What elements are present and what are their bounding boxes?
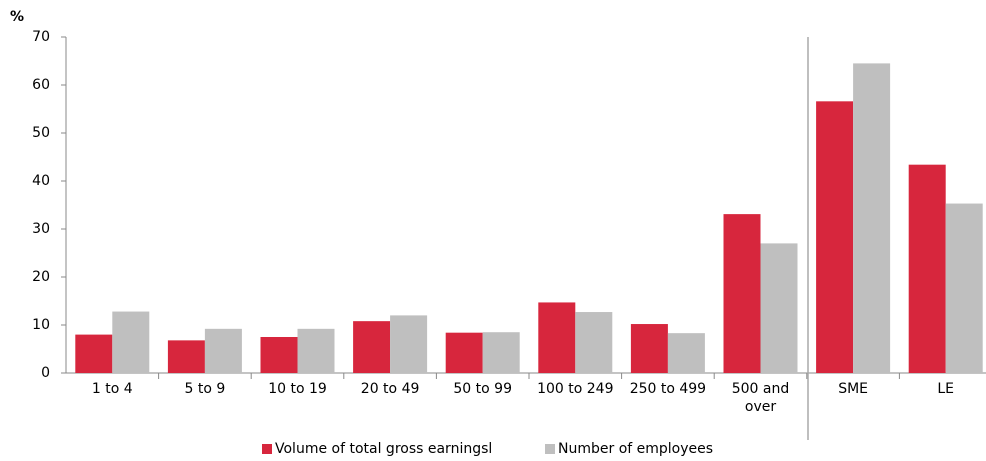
x-tick-label: 250 to 499 — [629, 381, 707, 397]
y-tick-label: 40 — [32, 173, 50, 189]
bar — [260, 337, 298, 373]
y-tick-label: 70 — [32, 29, 50, 45]
legend-label: Number of employees — [558, 441, 714, 457]
y-tick-label: 10 — [32, 317, 50, 333]
bar — [445, 332, 483, 373]
bar — [945, 203, 983, 373]
bar — [167, 340, 205, 373]
x-tick-label: 20 to 49 — [360, 381, 420, 397]
bar — [575, 312, 613, 373]
bar — [538, 302, 576, 373]
bar — [482, 332, 520, 373]
y-tick-label: 50 — [32, 125, 50, 141]
bar — [908, 164, 946, 373]
bar — [816, 101, 854, 373]
x-tick-label: 50 to 99 — [453, 381, 512, 397]
y-tick-label: 60 — [32, 77, 50, 93]
bar — [204, 328, 242, 373]
bar — [667, 333, 705, 373]
x-tick-label: LE — [937, 381, 955, 397]
x-tick-label: 5 to 9 — [184, 381, 226, 397]
x-tick-label: 100 to 249 — [537, 381, 614, 397]
x-tick-label: 1 to 4 — [91, 381, 133, 397]
legend-item: Number of employees — [545, 441, 713, 457]
bar — [353, 321, 391, 373]
y-tick-label: 20 — [32, 269, 50, 285]
legend-swatch — [545, 444, 555, 454]
legend-item: Volume of total gross earningsl — [262, 441, 492, 457]
legend-swatch — [262, 444, 272, 454]
x-tick-label: 500 and over — [731, 381, 790, 415]
y-axis-label: % — [10, 9, 24, 25]
y-tick-label: 30 — [32, 221, 50, 237]
bar — [853, 63, 891, 374]
x-tick-label: SME — [838, 381, 868, 397]
bar — [112, 311, 150, 373]
bar — [630, 324, 668, 373]
bar — [75, 334, 113, 373]
legend-label: Volume of total gross earningsl — [275, 441, 493, 457]
y-tick-label: 0 — [41, 365, 50, 381]
bar — [723, 214, 761, 373]
bar — [760, 243, 798, 373]
bar — [390, 315, 428, 373]
bar — [297, 328, 335, 373]
x-tick-label: 10 to 19 — [268, 381, 327, 397]
